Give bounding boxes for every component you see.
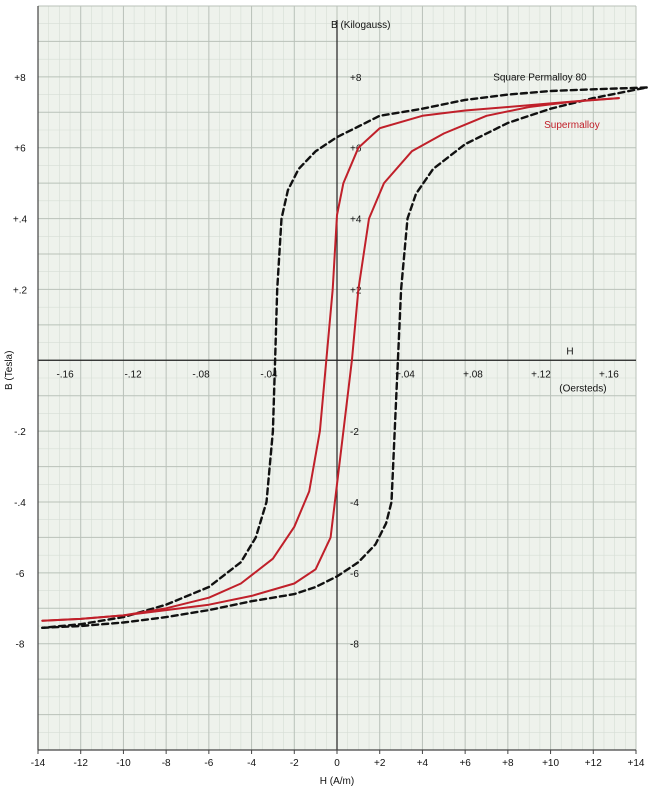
y-left-tick-label: +6 [14,144,26,155]
x-outer-tick-label: -14 [31,758,46,769]
center-axes [38,20,636,750]
x-outer-axis-title: H (A/m) [320,776,354,787]
y-inner-tick-label: -8 [350,640,359,651]
x-outer-tick-label: +14 [628,758,645,769]
x-inner-tick-label: +.08 [463,369,483,380]
y-inner-tick-label: -6 [350,569,359,580]
y-inner-axis-title: B (Kilogauss) [331,20,390,31]
y-inner-tick-label: +8 [350,73,362,84]
y-left-tick-label: -.4 [14,498,26,509]
x-inner-tick-label: -.16 [56,369,74,380]
x-inner-tick-label: -.12 [124,369,142,380]
x-outer-tick-label: +2 [374,758,386,769]
hysteresis-curves [41,86,648,629]
y-inner-tick-label: +6 [350,144,362,155]
x-outer-tick-label: -4 [247,758,256,769]
y-left-axis-title: B (Tesla) [4,351,15,390]
series-0-upper-branch [41,86,648,629]
x-outer-tick-label: +8 [502,758,514,769]
series-label-square-permalloy: Square Permalloy 80 [493,72,587,83]
y-inner-tick-label: +2 [350,285,362,296]
x-inner-tick-label: +.04 [395,369,415,380]
y-inner-tick-label: +4 [350,215,362,226]
y-left-tick-label: +8 [14,73,26,84]
y-inner-tick-label: -2 [350,427,359,438]
y-left-tick-label: +.2 [13,285,28,296]
y-left-tick-label: -8 [16,640,25,651]
x-inner-axis-title: H [566,346,573,357]
series-0-lower-branch [41,86,648,629]
x-inner-tick-label: -.04 [260,369,278,380]
y-left-tick-label: -6 [16,569,25,580]
series-1-upper-branch [41,97,620,622]
x-outer-tick-label: +12 [585,758,602,769]
x-outer-tick-label: +4 [417,758,429,769]
y-left-tick-label: +.4 [13,215,28,226]
x-outer-tick-label: -2 [290,758,299,769]
series-label-supermalloy: Supermalloy [544,120,600,131]
x-inner-tick-label: +.16 [599,369,619,380]
x-outer-tick-label: -12 [73,758,88,769]
y-left-tick-label: -.2 [14,427,26,438]
y-inner-tick-label: -4 [350,498,359,509]
x-inner-axis-unit: (Oersteds) [559,383,606,394]
x-outer-tick-label: +6 [459,758,471,769]
tick-labels: -14 -12 -10 -8 -6 -4 -2 0 +2 +4 +6 +8 +10 +12 +14 -.16 -… [13,73,645,769]
x-outer-tick-label: 0 [334,758,340,769]
series-1-lower-branch [41,97,620,622]
x-outer-tick-label: -10 [116,758,131,769]
minor-grid [38,6,636,750]
x-inner-tick-label: +.12 [531,369,551,380]
x-outer-tick-label: -6 [204,758,213,769]
x-outer-tick-label: -8 [162,758,171,769]
x-inner-tick-label: -.08 [192,369,210,380]
x-outer-tick-label: +10 [542,758,559,769]
